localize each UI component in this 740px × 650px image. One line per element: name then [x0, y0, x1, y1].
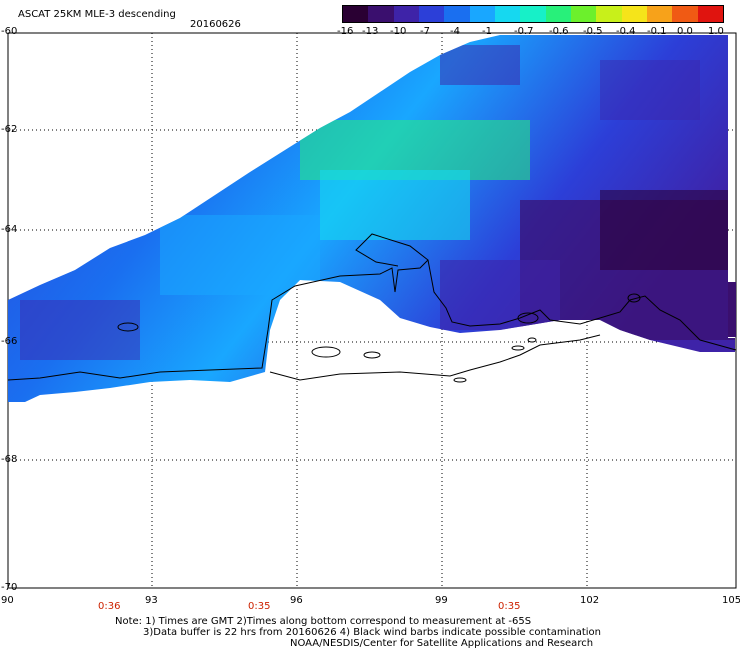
- colorbar-label: -16: [337, 26, 354, 37]
- time-label: 0:35: [248, 601, 271, 612]
- x-tick-label: 102: [580, 595, 600, 606]
- colorbar-swatch: [368, 6, 394, 22]
- colorbar-label: 0.0: [677, 26, 693, 37]
- colorbar: [342, 5, 724, 23]
- colorbar-swatch: [596, 6, 622, 22]
- coastline: [7, 233, 737, 383]
- colorbar-label: -4: [450, 26, 460, 37]
- colorbar-swatch: [494, 6, 521, 22]
- y-tick-label: -66: [1, 336, 18, 347]
- colorbar-swatch: [545, 6, 571, 22]
- wind-swath: [8, 35, 735, 402]
- x-tick-label: 96: [290, 595, 303, 606]
- colorbar-swatch: [469, 6, 495, 22]
- colorbar-label: -7: [420, 26, 430, 37]
- colorbar-label: -1: [482, 26, 492, 37]
- colorbar-swatch: [444, 6, 470, 22]
- y-tick-label: -60: [1, 26, 18, 37]
- colorbar-swatch: [646, 6, 673, 22]
- x-tick-label: 90: [1, 595, 14, 606]
- colorbar-label: -13: [362, 26, 379, 37]
- colorbar-label: -10: [390, 26, 407, 37]
- colorbar-label: -0.5: [583, 26, 603, 37]
- colorbar-swatch: [570, 6, 597, 22]
- colorbar-label: -0.7: [514, 26, 534, 37]
- colorbar-swatch: [343, 6, 369, 22]
- colorbar-swatch: [697, 6, 723, 22]
- x-tick-label: 105: [722, 595, 740, 606]
- time-label: 0:35: [498, 601, 521, 612]
- colorbar-swatch: [418, 6, 445, 22]
- y-tick-label: -64: [1, 224, 18, 235]
- y-tick-label: -62: [1, 124, 18, 135]
- colorbar-swatch: [621, 6, 647, 22]
- note-line-3: NOAA/NESDIS/Center for Satellite Applica…: [290, 638, 594, 649]
- map-title: ASCAT 25KM MLE-3 descending: [18, 9, 176, 20]
- colorbar-swatch: [672, 6, 698, 22]
- colorbar-label: 1.0: [708, 26, 724, 37]
- colorbar-label: -0.4: [616, 26, 636, 37]
- colorbar-label: -0.6: [549, 26, 569, 37]
- note-line-2: 3)Data buffer is 22 hrs from 20160626 4)…: [143, 627, 601, 638]
- y-tick-label: -68: [1, 454, 18, 465]
- time-label: 0:36: [98, 601, 121, 612]
- x-tick-label: 99: [435, 595, 448, 606]
- y-tick-label: -70: [1, 582, 18, 593]
- note-line-1: Note: 1) Times are GMT 2)Times along bot…: [115, 616, 532, 627]
- colorbar-label: -0.1: [647, 26, 667, 37]
- map-date: 20160626: [190, 19, 241, 30]
- colorbar-swatch: [393, 6, 419, 22]
- colorbar-swatch: [520, 6, 546, 22]
- x-tick-label: 93: [145, 595, 158, 606]
